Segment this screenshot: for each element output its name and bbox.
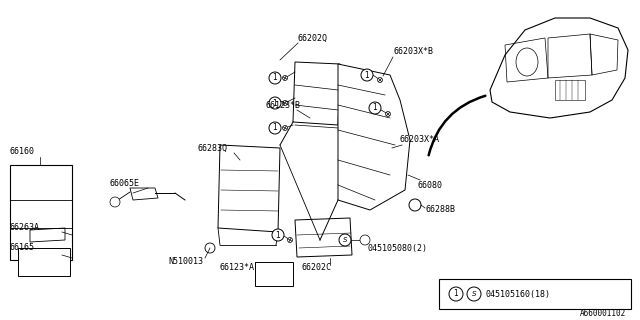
Polygon shape [10,165,72,260]
Polygon shape [295,218,352,257]
Circle shape [385,112,390,116]
Bar [18,248,70,276]
Circle shape [205,243,215,253]
Circle shape [287,237,292,243]
Text: 045105160(18): 045105160(18) [485,290,550,299]
Text: 66160: 66160 [10,148,35,156]
Text: 66203X*B: 66203X*B [393,47,433,57]
Circle shape [282,76,287,80]
Circle shape [110,197,120,207]
Text: 66202Q: 66202Q [298,34,328,43]
Text: 66263A: 66263A [10,223,40,233]
Text: 045105080(2): 045105080(2) [368,244,428,252]
Text: 66123*B: 66123*B [265,100,300,109]
Text: 1: 1 [273,99,277,108]
Circle shape [269,97,281,109]
Polygon shape [130,188,158,200]
Circle shape [361,69,373,81]
Text: 1: 1 [372,103,378,113]
Text: 1: 1 [276,230,280,239]
Text: 66203X*A: 66203X*A [400,135,440,145]
Polygon shape [338,64,410,210]
Circle shape [339,234,351,246]
Circle shape [282,100,287,106]
Text: 1: 1 [273,74,277,83]
Text: 66165: 66165 [10,244,35,252]
Text: 66065E: 66065E [110,179,140,188]
Polygon shape [218,145,280,232]
Bar [555,80,585,100]
Text: 66283Q: 66283Q [198,143,228,153]
Text: 66123*A: 66123*A [220,263,255,273]
Circle shape [409,199,421,211]
Circle shape [369,102,381,114]
Text: 1: 1 [454,290,458,299]
Circle shape [467,287,481,301]
Circle shape [449,287,463,301]
Circle shape [282,125,287,131]
Circle shape [360,235,370,245]
Text: 1: 1 [273,124,277,132]
Text: 66202C: 66202C [302,263,332,273]
Text: N510013: N510013 [168,258,203,267]
Circle shape [269,72,281,84]
Text: A660001102: A660001102 [580,309,627,318]
Text: 66288B: 66288B [425,205,455,214]
Polygon shape [490,18,628,118]
Text: 1: 1 [365,70,369,79]
Bar [255,262,293,286]
Circle shape [272,229,284,241]
Text: S: S [343,237,348,243]
Polygon shape [293,62,340,125]
Polygon shape [30,228,65,242]
Text: S: S [472,291,476,297]
Circle shape [378,77,383,83]
Text: 66080: 66080 [418,180,443,189]
Circle shape [269,122,281,134]
